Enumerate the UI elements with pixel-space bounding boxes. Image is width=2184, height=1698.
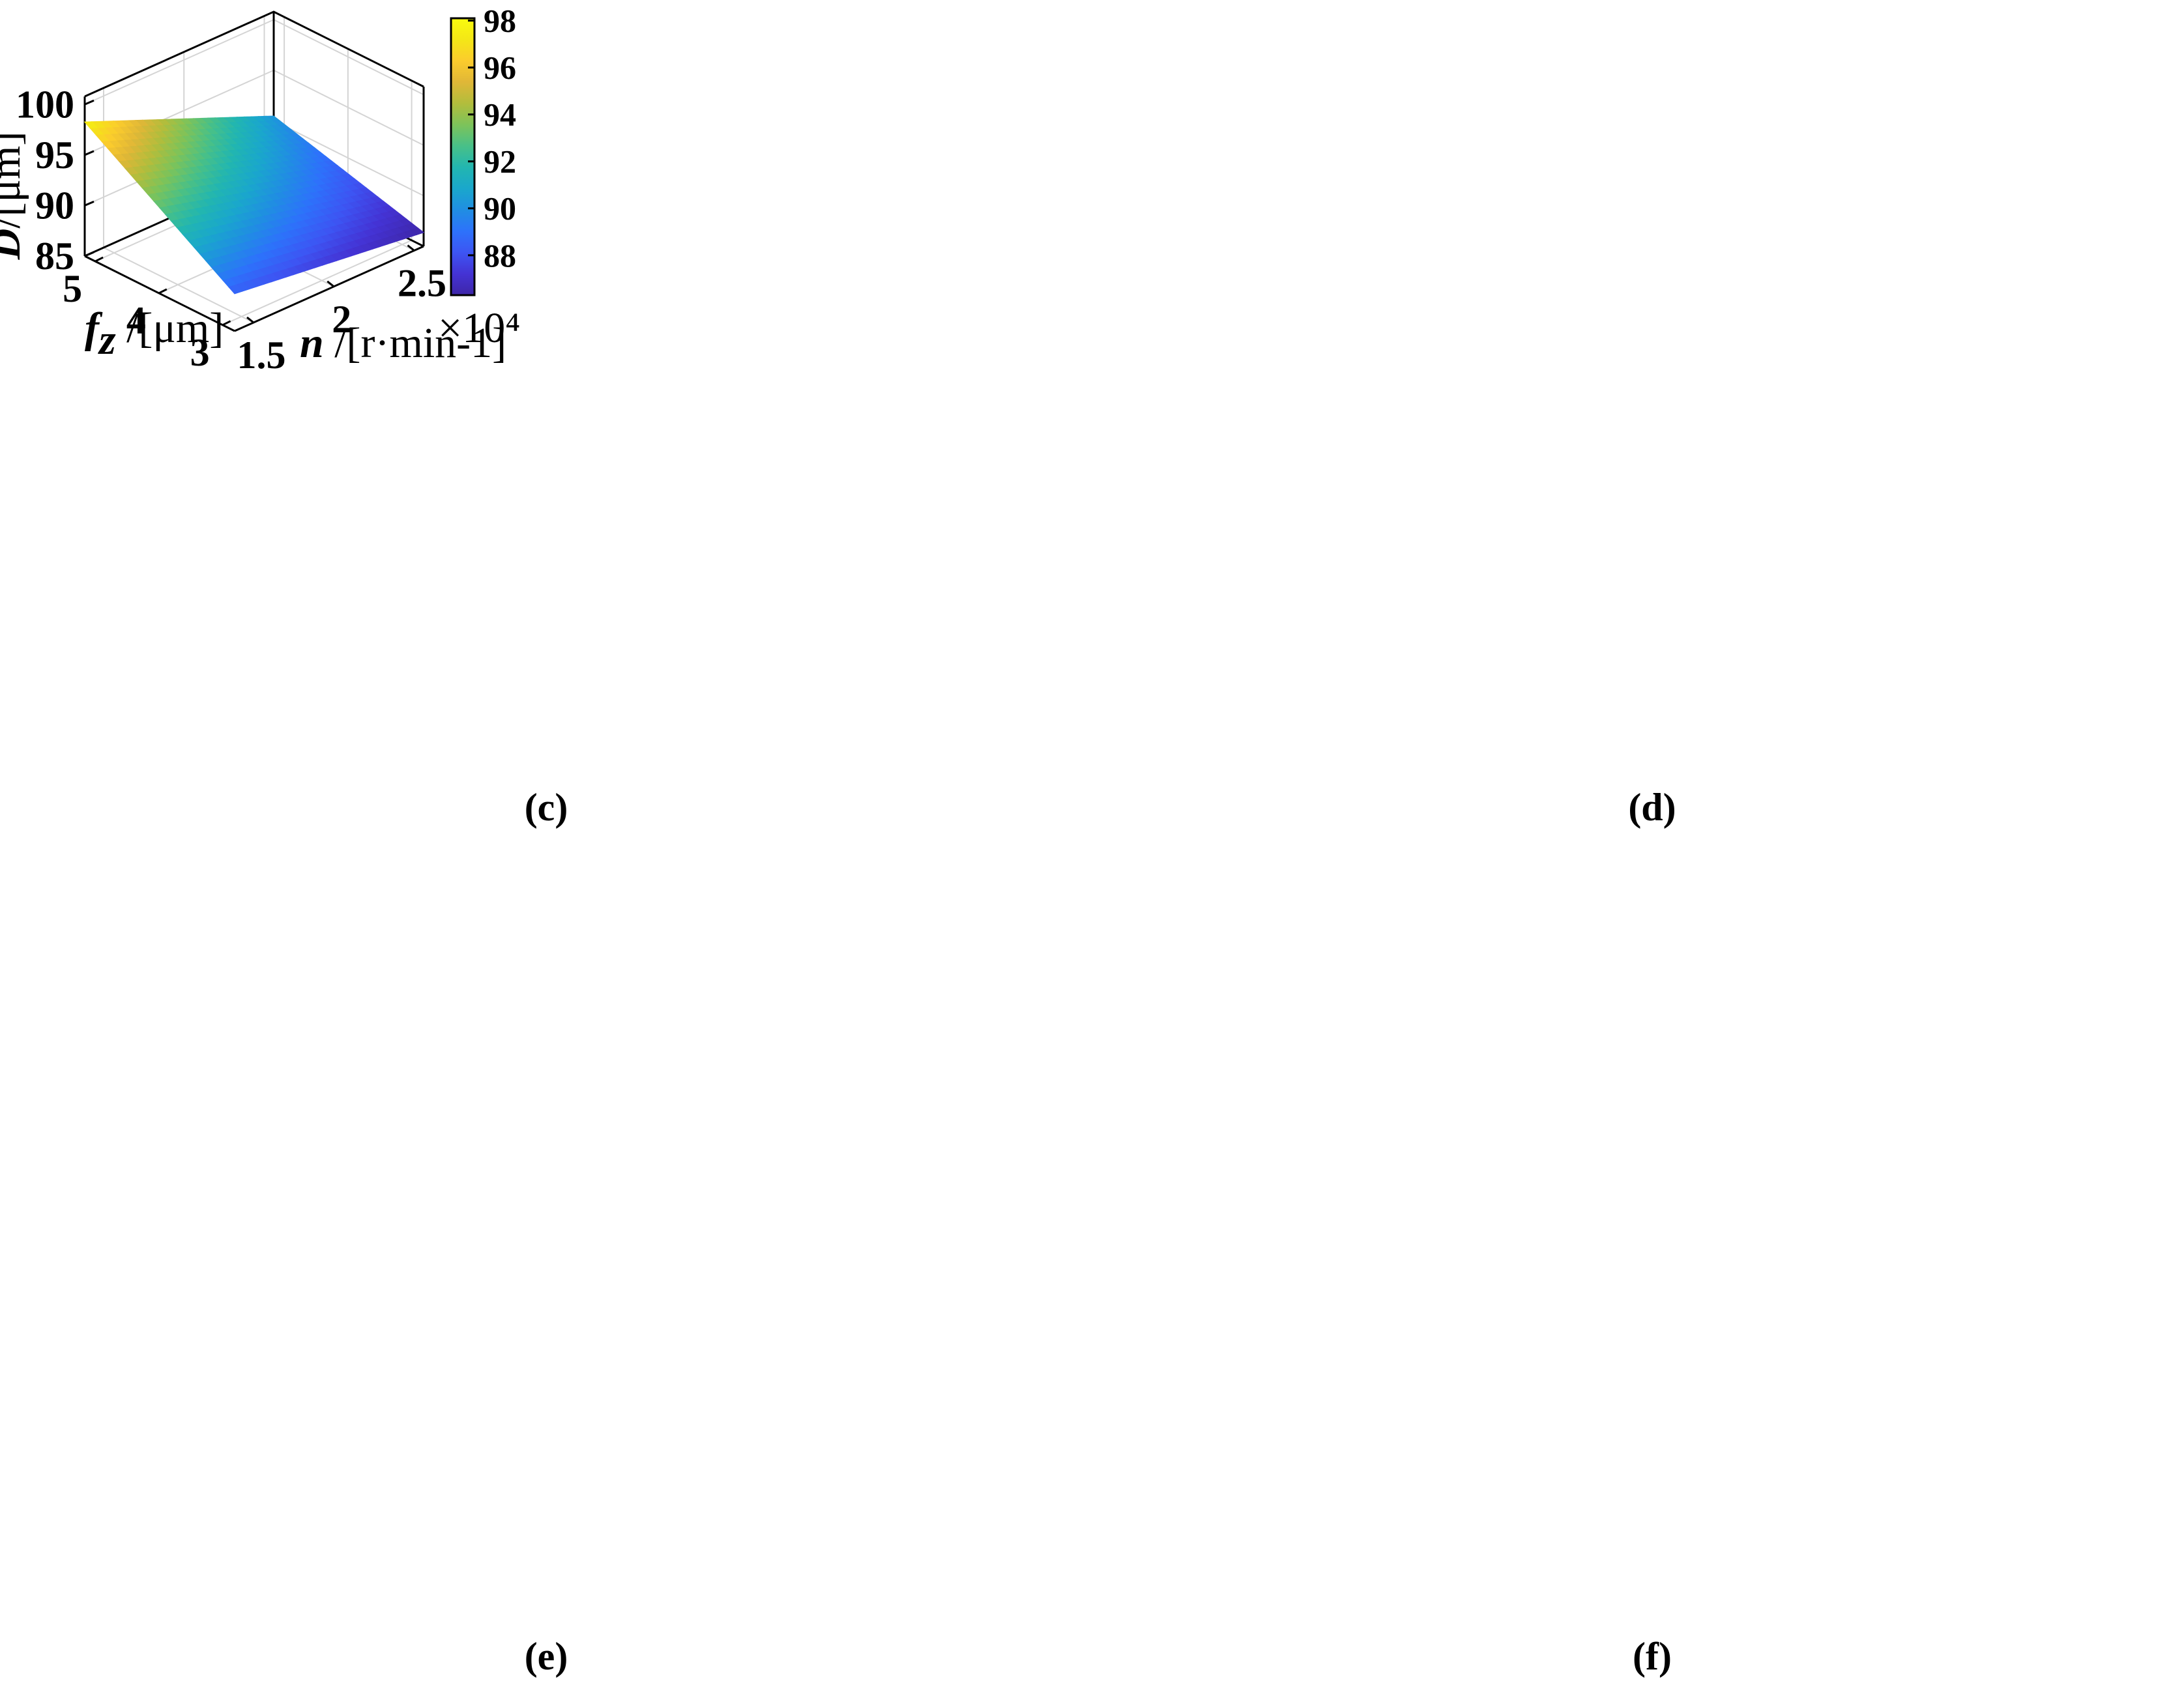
surface <box>83 115 425 295</box>
z-tick-mark <box>84 201 95 207</box>
z-axis-title-unit: /[μm] <box>0 132 29 229</box>
x-tick-label: 1.5 <box>237 334 286 377</box>
x-axis-title-var: n <box>300 319 324 367</box>
colorbar <box>450 17 476 296</box>
gridline-y-floor <box>222 239 413 326</box>
x-axis-exponent: ×10⁴ <box>438 304 520 352</box>
y-tick-label: 4 <box>126 299 146 342</box>
surface-plot-d: 1.522.5100200300101214n /[r·min-1]ap /[μ… <box>1092 0 2184 849</box>
caption-d: (d) <box>1628 786 1676 829</box>
panel-f: 33.544.5530405060909294fz /[μm]ae /[μm]D… <box>1092 849 2184 1698</box>
z-tick-mark <box>84 99 95 106</box>
y-tick-label: 3 <box>190 331 210 374</box>
surface-cell <box>228 284 243 295</box>
y-axis-title: fz /[μm] <box>85 304 224 364</box>
z-tick-label: 90 <box>35 184 74 227</box>
caption-e: (e) <box>524 1635 568 1678</box>
z-tick-mark <box>84 150 95 156</box>
z-tick-label: 100 <box>16 83 74 126</box>
y-tick-mark <box>222 320 231 326</box>
surface-plot-f: 33.544.5530405060909294fz /[μm]ae /[μm]D… <box>1092 849 2184 1698</box>
z-tick-label: 95 <box>35 134 74 177</box>
panel-c: 1.5 2 2.5 3 4 585 90 95 100 n /[r·min-1] fz /[μm] D… <box>0 0 1092 849</box>
caption-c: (c) <box>524 786 568 829</box>
x-tick-mark <box>327 280 335 287</box>
y-tick-label: 5 <box>63 267 82 310</box>
surface-plot-c: 1.5 2 2.5 3 4 585 90 95 100 n /[r·min-1] fz /[μm] D… <box>0 3 520 377</box>
z-axis-title: D/[μm] <box>0 132 29 261</box>
z-tick-label: 85 <box>35 235 74 278</box>
colorbar-tick-label: 92 <box>484 143 516 180</box>
panel-e: 3040506010020030089101112ae /[μm]ap /[μm… <box>0 849 1092 1698</box>
colorbar-tick-label: 90 <box>484 190 516 227</box>
x-axis-line <box>234 245 424 332</box>
x-axis-title: n /[r·min-1] <box>300 319 506 367</box>
colorbar-tick-label: 88 <box>484 237 516 274</box>
y-axis-title-subscript: z <box>98 316 116 364</box>
panel-d: 1.522.5100200300101214n /[r·min-1]ap /[μ… <box>1092 0 2184 849</box>
colorbar-tick-label: 94 <box>484 96 516 133</box>
x-tick-mark <box>246 316 254 324</box>
colorbar-tick-label: 96 <box>484 50 516 86</box>
box-top-edge <box>84 10 424 98</box>
z-tick-mark <box>84 251 95 257</box>
y-axis-title-unit: /[μm] <box>116 304 224 352</box>
x-tick-label: 2 <box>332 298 351 341</box>
colorbar-tick-label: 98 <box>484 3 516 39</box>
y-tick-mark <box>95 256 104 263</box>
x-tick-mark <box>407 244 415 252</box>
x-axis-title-unit: /[r·min-1] <box>324 319 506 367</box>
surface-plot-e: 3040506010020030089101112ae /[μm]ap /[μm… <box>0 849 1092 1698</box>
y-tick-mark <box>158 288 167 295</box>
x-tick-label: 2.5 <box>398 262 446 305</box>
caption-f: (f) <box>1633 1635 1672 1678</box>
z-axis-title-var: D <box>0 229 29 261</box>
